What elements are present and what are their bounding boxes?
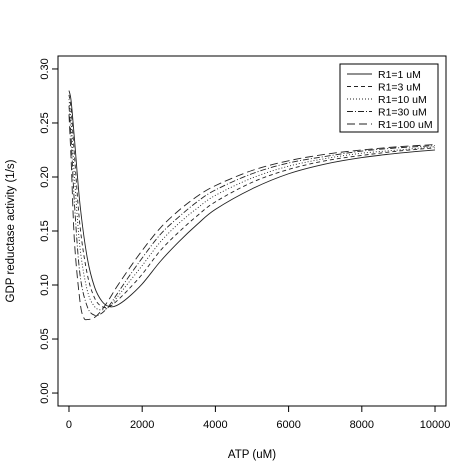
y-tick-label: 0.30 — [39, 58, 51, 79]
y-tick-label: 0.10 — [39, 274, 51, 295]
x-tick-label: 8000 — [350, 419, 374, 431]
series-line-4 — [68, 105, 436, 317]
x-tick-label: 4000 — [203, 419, 227, 431]
x-tick-label: 10000 — [420, 419, 451, 431]
series-line-1 — [68, 90, 436, 308]
series-line-2 — [68, 94, 436, 308]
series-layer — [68, 90, 436, 321]
x-tick-label: 0 — [66, 419, 72, 431]
y-tick-label: 0.00 — [39, 382, 51, 403]
legend-label: R1=1 uM — [378, 69, 421, 81]
legend-label: R1=30 uM — [378, 107, 427, 119]
legend-label: R1=3 uM — [378, 82, 421, 94]
y-axis: 0.00 0.05 0.10 0.15 0.20 0.25 0.30 — [39, 58, 58, 404]
y-axis-label: GDP reductase activity (1/s) — [5, 159, 17, 302]
legend-label: R1=10 uM — [378, 94, 427, 106]
y-tick-label: 0.05 — [39, 328, 51, 349]
x-axis-label: ATP (uM) — [228, 449, 276, 461]
y-tick-label: 0.20 — [39, 166, 51, 187]
y-tick-label: 0.15 — [39, 220, 51, 241]
series-line-3 — [68, 99, 436, 311]
x-axis: 0 2000 4000 6000 8000 10000 — [66, 406, 450, 431]
x-tick-label: 2000 — [130, 419, 154, 431]
series-line-5 — [68, 114, 436, 321]
y-tick-label: 0.25 — [39, 112, 51, 133]
legend-label: R1=100 uM — [378, 119, 433, 131]
legend-box — [339, 63, 439, 133]
x-tick-label: 6000 — [276, 419, 300, 431]
